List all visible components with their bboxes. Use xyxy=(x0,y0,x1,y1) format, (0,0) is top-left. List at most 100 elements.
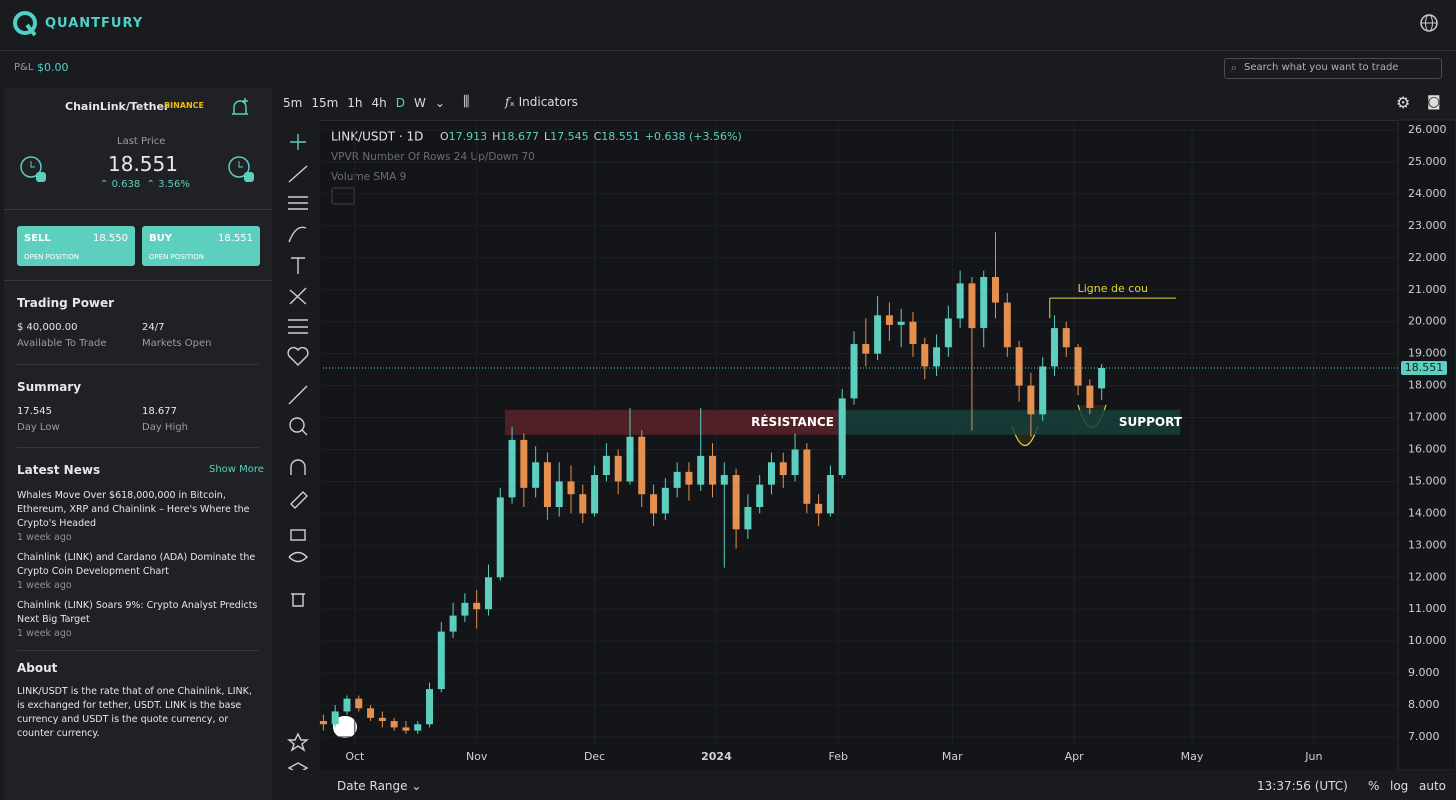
candle-body xyxy=(473,602,481,610)
sell-clock[interactable] xyxy=(18,154,50,186)
news-item[interactable]: Chainlink (LINK) Soars 9%: Crypto Analys… xyxy=(17,599,262,639)
sell-label: SELL xyxy=(24,233,51,244)
exchange: BINANCE xyxy=(164,101,204,110)
y-tick-label: 14.000 xyxy=(1408,506,1447,519)
interval-button[interactable]: 5m xyxy=(283,96,303,110)
section-title: Trading Power xyxy=(17,296,115,310)
news-headline: Chainlink (LINK) Soars 9%: Crypto Analys… xyxy=(17,600,258,625)
interval-button[interactable]: 15m xyxy=(311,96,339,110)
sell-action: OPEN POSITION xyxy=(24,253,79,261)
price-change: ⌃ 0.638 ⌃ 3.56% xyxy=(100,179,190,190)
candle-body xyxy=(1098,367,1106,389)
date-range[interactable]: Date Range ⌄ xyxy=(337,779,422,793)
candle-body xyxy=(815,503,823,514)
stat-value: 17.545 xyxy=(17,406,52,417)
candle-body xyxy=(638,436,646,495)
x-tick-label: Feb xyxy=(829,750,848,763)
x-tick-label: May xyxy=(1181,750,1204,763)
interval-button[interactable]: 1h xyxy=(347,96,363,110)
news-item[interactable]: Chainlink (LINK) and Cardano (ADA) Domin… xyxy=(17,551,262,591)
collapse-button[interactable] xyxy=(331,187,355,205)
candle-body xyxy=(426,689,434,725)
y-tick-label: 22.000 xyxy=(1408,251,1447,264)
candle-body xyxy=(885,315,893,325)
section-title: About xyxy=(17,661,58,675)
stat-value: 18.677 xyxy=(142,406,177,417)
indicators-button[interactable]: fₓ Indicators xyxy=(505,95,578,109)
candle-body xyxy=(449,615,457,632)
candle-body xyxy=(626,436,634,482)
candle-body xyxy=(1003,302,1011,348)
stat-value: $ 40,000.00 xyxy=(17,322,78,333)
chart-panel xyxy=(276,88,1456,800)
legend-change: +0.638 (+3.56%) xyxy=(645,130,742,143)
indicator-label: Volume SMA 9 xyxy=(331,171,406,183)
y-tick-label: 9.000 xyxy=(1408,666,1440,679)
candle-body xyxy=(567,481,575,495)
candle-body xyxy=(591,475,599,514)
globe-icon[interactable] xyxy=(1419,13,1439,33)
candle-body xyxy=(319,721,327,725)
buy-clock[interactable] xyxy=(226,154,258,186)
y-tick-label: 18.000 xyxy=(1408,379,1447,392)
show-more[interactable]: Show More xyxy=(209,464,264,475)
candle-body xyxy=(437,631,445,690)
settings-button[interactable]: ⚙ xyxy=(1396,93,1411,112)
candle-body xyxy=(897,321,905,325)
candle-body xyxy=(602,455,610,476)
percent-toggle[interactable]: % xyxy=(1368,779,1380,793)
news-headline: Chainlink (LINK) and Cardano (ADA) Domin… xyxy=(17,552,256,577)
y-tick-label: 13.000 xyxy=(1408,538,1447,551)
clock: 13:37:56 (UTC) xyxy=(1257,779,1348,793)
news-item[interactable]: Whales Move Over $618,000,000 in Bitcoin… xyxy=(17,489,262,543)
candle-body xyxy=(767,462,775,485)
candle-body xyxy=(968,283,976,329)
pnl-value: $0.00 xyxy=(37,61,69,74)
candle-body xyxy=(1015,347,1023,386)
buy-button[interactable]: BUY 18.551 OPEN POSITION xyxy=(142,226,260,266)
x-tick-label: Dec xyxy=(584,750,605,763)
news-headline: Whales Move Over $618,000,000 in Bitcoin… xyxy=(17,490,250,529)
stat-label: Available To Trade xyxy=(17,338,107,349)
news-age: 1 week ago xyxy=(17,628,72,639)
candle-body xyxy=(390,721,398,728)
candle-body xyxy=(874,315,882,354)
y-tick-label: 11.000 xyxy=(1408,602,1447,615)
chart-type-button[interactable]: ⫼ xyxy=(463,94,470,110)
log-toggle[interactable]: log xyxy=(1390,779,1409,793)
interval-button[interactable]: W xyxy=(414,96,426,110)
y-tick-label: 8.000 xyxy=(1408,698,1440,711)
zone xyxy=(837,409,1181,435)
price-tag-label: 18.551 xyxy=(1405,361,1444,374)
candle-body xyxy=(484,577,492,610)
search-box[interactable]: ⌕ Search what you want to trade xyxy=(1224,58,1442,79)
y-tick-label: 25.000 xyxy=(1408,155,1447,168)
sell-price: 18.550 xyxy=(93,233,128,244)
y-tick-label: 12.000 xyxy=(1408,570,1447,583)
candle-body xyxy=(1074,347,1082,386)
candle-body xyxy=(1039,366,1047,415)
zone-label: SUPPORT xyxy=(1119,415,1183,429)
candle-body xyxy=(826,475,834,514)
candle-body xyxy=(520,439,528,488)
interval-button[interactable]: D xyxy=(395,96,406,110)
ohlc-legend: O17.913 H18.677 L17.545 C18.551 +0.638 (+3.5… xyxy=(440,130,742,143)
candle-body xyxy=(744,506,752,530)
auto-toggle[interactable]: auto xyxy=(1419,779,1447,793)
x-tick-label: Apr xyxy=(1065,750,1085,763)
sell-button[interactable]: SELL 18.550 OPEN POSITION xyxy=(17,226,135,266)
last-price: 18.551 xyxy=(108,152,178,176)
indicators-label: Indicators xyxy=(518,95,578,109)
x-tick-label: Nov xyxy=(466,750,488,763)
candle-body xyxy=(838,398,846,476)
y-tick-label: 10.000 xyxy=(1408,634,1447,647)
candle-body xyxy=(614,455,622,482)
candle-body xyxy=(496,497,504,578)
alert-button[interactable] xyxy=(228,96,252,120)
camera-button[interactable]: ◙ xyxy=(1427,94,1441,110)
candle-body xyxy=(378,717,386,722)
candle-body xyxy=(1027,385,1035,415)
interval-button[interactable]: 4h xyxy=(371,96,387,110)
date-range-label: Date Range xyxy=(337,779,408,793)
interval-more[interactable]: ⌄ xyxy=(434,96,445,110)
